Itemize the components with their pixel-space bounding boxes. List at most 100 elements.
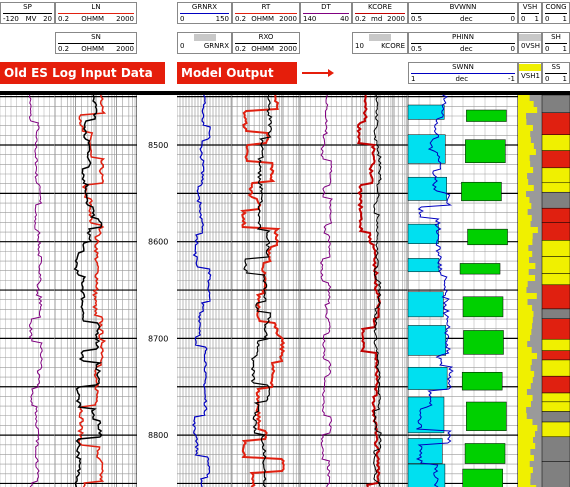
curve-name: SH [551,33,561,41]
swatch [519,64,541,71]
vsh-fill [518,371,535,377]
bvw-fill [467,228,508,246]
scale-right: 20 [43,15,52,23]
vsh-fill [518,239,533,245]
vsh-fill [518,407,527,413]
curve-name: CONG [545,3,567,11]
curve-name: DT [321,3,331,11]
curve-line [411,73,515,74]
scale-left: 1 [411,75,416,83]
scale-right: 1 [534,15,539,23]
curve-header: VSH 1 [518,62,542,84]
vsh-fill [518,389,527,395]
vsh-fill [518,287,527,293]
scale: 0 150 [178,14,231,24]
curve-header: SWNN 1 dec -1 [408,62,518,84]
litho [541,318,570,340]
litho [541,256,570,274]
depth-label: 8800 [148,431,168,440]
curve-name: SWNN [452,63,474,71]
curve-line [303,13,349,14]
curve-header: RXO 0.2 OHMM 2000 [232,32,300,54]
scale-unit: OHMM [81,15,105,23]
vsh-fill [518,305,533,311]
scale-right: VSH [525,42,540,50]
bvw-fill [462,468,503,487]
vsh-fill [518,125,533,131]
litho [541,191,570,209]
curve-header: GRNRX 0 150 [177,2,232,24]
log-curve [240,94,286,487]
curve-header: 0 GRNRX [177,32,232,54]
litho [541,350,570,361]
scale: -120 MV 20 [1,14,54,24]
scale-left: 140 [303,15,317,23]
litho [541,375,570,394]
bvw-fill [466,109,507,122]
vsh-fill [518,419,533,425]
vsh-fill [518,299,528,305]
litho [541,167,570,184]
vsh-fill [518,353,538,359]
log-curve [373,94,382,487]
scale-right: -1 [508,75,515,83]
scale: 0 VSH [519,41,541,51]
litho [541,436,570,462]
vsh-fill [518,107,538,113]
vsh-fill [518,167,534,173]
swatch [193,34,216,41]
scale-right: 1 [562,15,567,23]
vsh-fill [518,347,532,353]
vsh-fill [518,311,534,317]
bvw-fill [463,330,504,355]
litho [541,338,570,351]
litho [541,411,570,423]
scale-left: 0 [180,15,185,23]
curve-header: BVWNN 0.5 dec 0 [408,2,518,24]
banner: Old ES Log Input Data [0,62,165,84]
scale-right: 0 [510,15,515,23]
litho [541,94,570,114]
curve-name: LN [91,3,101,11]
log-curve [73,94,103,487]
curve-line [521,13,539,14]
vsh-fill [518,215,532,221]
phi-fill [407,223,439,244]
vsh-fill [518,365,531,371]
vsh-fill [518,95,530,101]
vsh-fill [518,137,531,143]
bvw-fill [465,139,506,163]
vsh-fill [518,209,528,215]
curve-line [545,73,567,74]
vsh-fill [518,269,529,275]
scale-right: 2000 [116,45,134,53]
scale-right: 0 [510,45,515,53]
litho [541,240,570,257]
scale-left: 0.2 [355,15,367,23]
vsh-fill [518,317,533,323]
curve-name: GRNRX [191,3,218,11]
arrow-head [328,69,334,77]
curve-line [545,13,567,14]
scale-left: 10 [355,42,364,50]
vsh-fill [518,173,528,179]
curve-header: DT 140 40 [300,2,352,24]
vsh-fill [518,431,536,437]
curve-header: LN 0.2 OHMM 2000 [55,2,137,24]
scale-right: KCORE [381,42,405,50]
litho [541,207,570,223]
phi-fill [407,258,440,273]
vsh-fill [518,119,527,125]
vsh-fill [518,113,527,119]
bvw-fill [464,443,506,464]
litho [541,401,570,412]
vsh-fill [518,341,528,347]
scale-right: 2000 [387,15,405,23]
scale: 0.5 dec 0 [409,14,517,24]
curve-name: SP [23,3,32,11]
scale-left: 0.2 [58,45,70,53]
swatch [519,34,541,41]
